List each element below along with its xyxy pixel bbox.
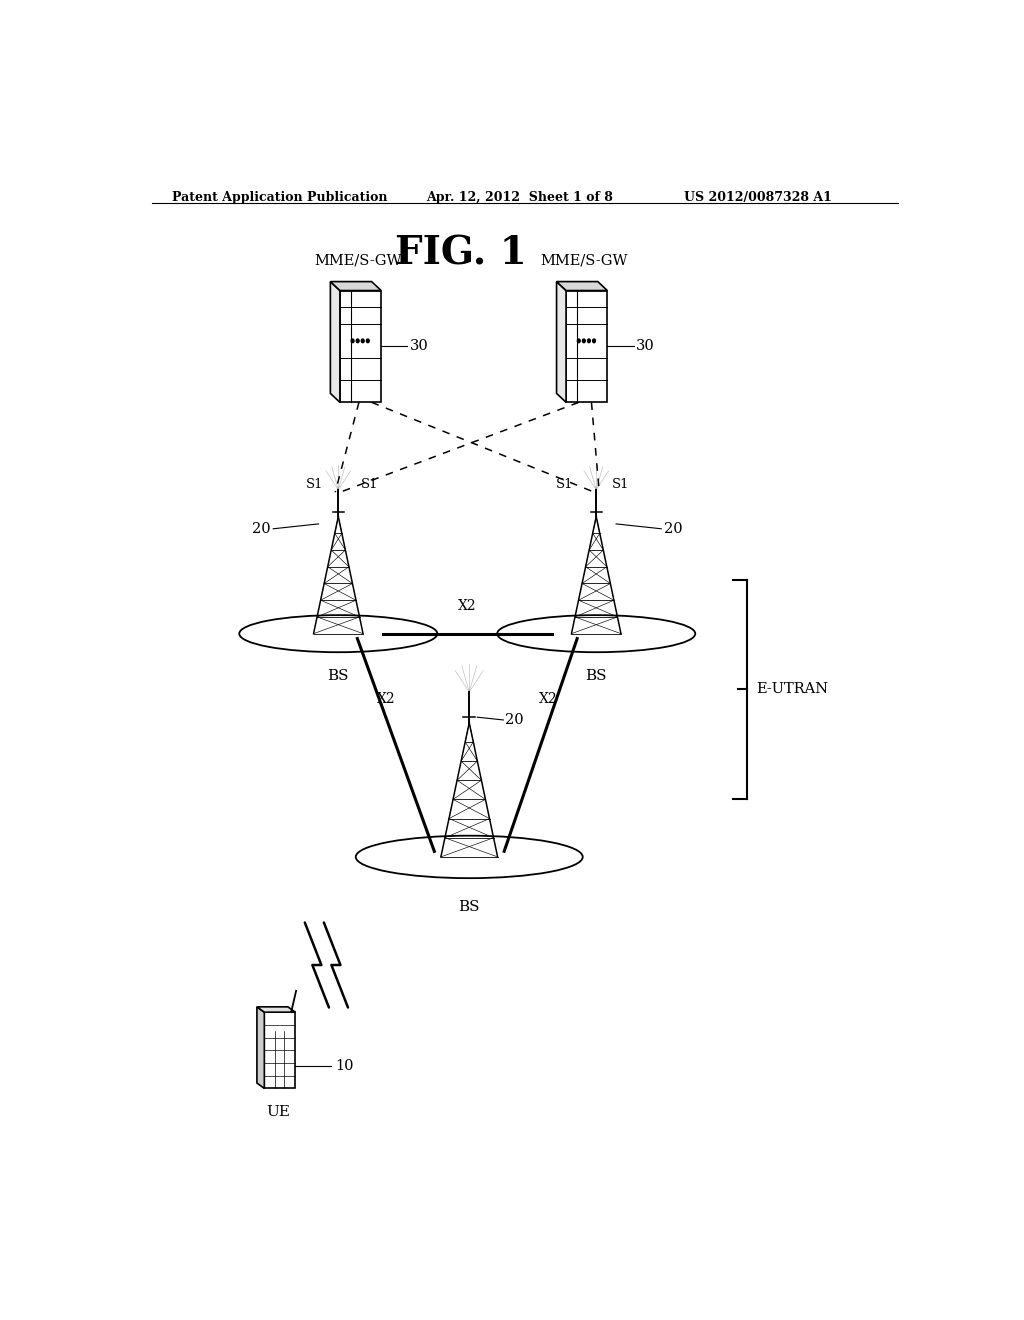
Circle shape <box>361 339 365 343</box>
Circle shape <box>593 339 595 343</box>
Polygon shape <box>556 281 607 290</box>
Text: BS: BS <box>586 669 607 682</box>
Text: UE: UE <box>267 1105 291 1118</box>
Circle shape <box>588 339 591 343</box>
Text: US 2012/0087328 A1: US 2012/0087328 A1 <box>684 191 831 203</box>
Text: FIG. 1: FIG. 1 <box>395 235 527 273</box>
Text: 30: 30 <box>636 339 654 354</box>
Text: S1: S1 <box>556 478 573 491</box>
Text: Apr. 12, 2012  Sheet 1 of 8: Apr. 12, 2012 Sheet 1 of 8 <box>426 191 612 203</box>
Circle shape <box>367 339 370 343</box>
Text: Patent Application Publication: Patent Application Publication <box>172 191 387 203</box>
Text: MME/S-GW: MME/S-GW <box>314 253 401 267</box>
Polygon shape <box>331 281 381 290</box>
Text: X2: X2 <box>458 599 476 614</box>
Polygon shape <box>257 1007 295 1012</box>
Text: MME/S-GW: MME/S-GW <box>541 253 628 267</box>
Circle shape <box>583 339 586 343</box>
Bar <box>566 290 607 403</box>
Bar <box>340 290 381 403</box>
Text: 10: 10 <box>335 1059 353 1073</box>
Text: 30: 30 <box>410 339 428 354</box>
Text: S1: S1 <box>305 478 323 491</box>
Text: BS: BS <box>459 900 480 915</box>
Text: BS: BS <box>328 669 349 682</box>
Text: X2: X2 <box>540 692 558 706</box>
Text: 20: 20 <box>664 521 682 536</box>
Bar <box>264 1012 295 1089</box>
Circle shape <box>356 339 359 343</box>
Polygon shape <box>257 1007 264 1089</box>
Text: S1: S1 <box>611 478 629 491</box>
Text: S1: S1 <box>361 478 379 491</box>
Text: X2: X2 <box>377 692 395 706</box>
Text: 20: 20 <box>505 713 523 727</box>
Polygon shape <box>556 281 566 403</box>
Circle shape <box>351 339 354 343</box>
Text: E-UTRAN: E-UTRAN <box>757 682 828 697</box>
Text: 20: 20 <box>252 521 270 536</box>
Polygon shape <box>331 281 340 403</box>
Circle shape <box>578 339 581 343</box>
